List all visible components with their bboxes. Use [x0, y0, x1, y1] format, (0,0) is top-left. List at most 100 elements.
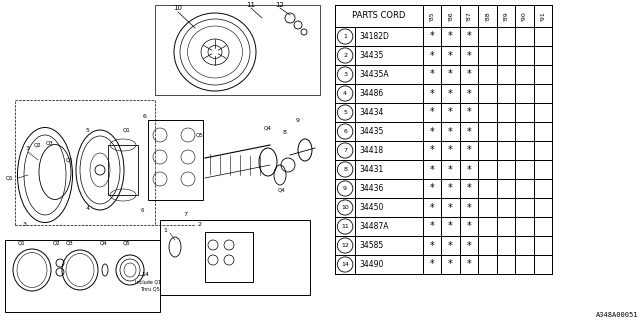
Bar	[534, 141, 552, 160]
Bar	[442, 122, 460, 141]
Bar	[442, 179, 460, 198]
Bar	[460, 179, 478, 198]
Text: Q3: Q3	[66, 241, 74, 245]
Bar	[355, 217, 423, 236]
Text: *: *	[429, 69, 435, 79]
Bar	[335, 198, 552, 217]
Text: Q2: Q2	[53, 241, 61, 245]
Bar	[534, 236, 552, 255]
Text: *: *	[448, 241, 453, 251]
Bar	[534, 84, 552, 103]
Text: 34182D: 34182D	[360, 32, 389, 41]
Bar	[460, 122, 478, 141]
Text: 34487A: 34487A	[360, 222, 389, 231]
Bar	[478, 5, 497, 27]
Bar	[534, 217, 552, 236]
Text: 10: 10	[173, 5, 182, 11]
Text: 34450: 34450	[360, 203, 384, 212]
Text: 2: 2	[198, 222, 202, 228]
Text: Q1: Q1	[66, 157, 74, 163]
Bar	[442, 160, 460, 179]
Bar	[442, 103, 460, 122]
Text: '86: '86	[448, 11, 453, 21]
Bar	[515, 179, 534, 198]
Text: *: *	[448, 89, 453, 99]
Text: *: *	[467, 108, 472, 117]
Bar	[335, 65, 355, 84]
Bar	[423, 27, 442, 46]
Bar	[335, 5, 552, 27]
Bar	[534, 103, 552, 122]
Bar	[335, 122, 355, 141]
Text: 34434: 34434	[360, 108, 384, 117]
Text: 4: 4	[86, 205, 90, 211]
Bar	[534, 198, 552, 217]
Text: Q4: Q4	[278, 188, 286, 193]
Bar	[478, 141, 497, 160]
Text: '89: '89	[503, 11, 508, 21]
Bar	[423, 179, 442, 198]
Text: *: *	[448, 51, 453, 60]
Text: '87: '87	[467, 11, 472, 21]
Text: 14: 14	[341, 262, 349, 267]
Text: 34435A: 34435A	[360, 70, 389, 79]
Bar	[478, 84, 497, 103]
Bar	[534, 160, 552, 179]
Bar	[355, 27, 423, 46]
Text: *: *	[429, 260, 435, 269]
Bar	[335, 160, 552, 179]
Bar	[335, 255, 552, 274]
Text: *: *	[429, 126, 435, 137]
Bar	[497, 46, 515, 65]
Bar	[497, 160, 515, 179]
Bar	[460, 160, 478, 179]
Text: 34585: 34585	[360, 241, 383, 250]
Bar	[442, 141, 460, 160]
Bar	[423, 141, 442, 160]
Text: *: *	[429, 221, 435, 231]
Bar	[423, 84, 442, 103]
Text: *: *	[467, 164, 472, 174]
Bar	[423, 255, 442, 274]
Bar	[442, 255, 460, 274]
Text: 34418: 34418	[360, 146, 383, 155]
Text: *: *	[448, 164, 453, 174]
Bar	[335, 65, 552, 84]
Bar	[497, 179, 515, 198]
Bar	[515, 198, 534, 217]
Bar	[423, 236, 442, 255]
Text: 6: 6	[140, 207, 144, 212]
Text: A348A00051: A348A00051	[595, 312, 638, 318]
Text: *: *	[467, 126, 472, 137]
Bar	[534, 65, 552, 84]
Bar	[148, 120, 203, 200]
Bar	[478, 65, 497, 84]
Text: *: *	[429, 203, 435, 212]
Bar	[460, 103, 478, 122]
Text: PARTS CORD: PARTS CORD	[352, 12, 406, 20]
Bar	[335, 217, 355, 236]
Text: *: *	[448, 31, 453, 42]
Text: *: *	[467, 31, 472, 42]
Text: 6: 6	[143, 115, 147, 119]
Text: *: *	[467, 241, 472, 251]
Bar	[5, 240, 160, 312]
Bar	[335, 46, 552, 65]
Bar	[497, 217, 515, 236]
Bar	[497, 122, 515, 141]
Text: 3: 3	[23, 222, 27, 228]
Text: *: *	[429, 164, 435, 174]
Bar	[497, 5, 515, 27]
Text: '85: '85	[429, 11, 435, 21]
Text: *: *	[467, 221, 472, 231]
Bar	[335, 141, 355, 160]
Text: *: *	[448, 108, 453, 117]
Text: 5: 5	[343, 110, 347, 115]
Bar	[460, 84, 478, 103]
Text: 3: 3	[343, 72, 347, 77]
Bar	[355, 198, 423, 217]
Bar	[335, 103, 552, 122]
Text: 8: 8	[343, 167, 347, 172]
Text: 34435: 34435	[360, 127, 384, 136]
Bar	[478, 236, 497, 255]
